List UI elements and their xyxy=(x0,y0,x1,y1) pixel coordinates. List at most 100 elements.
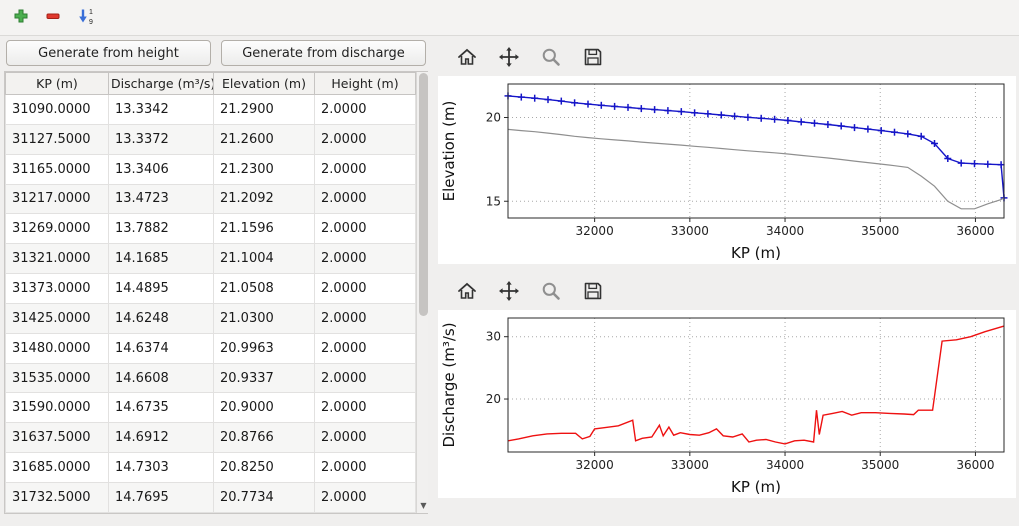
svg-text:33000: 33000 xyxy=(671,224,709,238)
table-row[interactable]: 31637.5000 14.6912 20.8766 2.0000 xyxy=(5,422,416,454)
table-row[interactable]: 31425.0000 14.6248 21.0300 2.0000 xyxy=(5,302,416,334)
table-row[interactable]: 31685.0000 14.7303 20.8250 2.0000 xyxy=(5,452,416,483)
table-row[interactable]: 31535.0000 14.6608 20.9337 2.0000 xyxy=(5,362,416,394)
table-cell[interactable]: 14.6608 xyxy=(108,362,214,394)
table-row[interactable]: 31269.0000 13.7882 21.1596 2.0000 xyxy=(5,213,416,245)
table-cell[interactable]: 31373.0000 xyxy=(5,273,109,304)
home-button[interactable] xyxy=(452,43,482,73)
table-row[interactable]: 31321.0000 14.1685 21.1004 2.0000 xyxy=(5,243,416,275)
table-cell[interactable]: 2.0000 xyxy=(314,392,416,424)
svg-text:Discharge (m³/s): Discharge (m³/s) xyxy=(440,322,458,447)
table-cell[interactable]: 31637.5000 xyxy=(5,422,109,454)
generate-button-row: Generate from height Generate from disch… xyxy=(6,40,426,66)
table-cell[interactable]: 2.0000 xyxy=(314,94,416,125)
column-header-elevation[interactable]: Elevation (m) xyxy=(213,72,315,95)
table-cell[interactable]: 2.0000 xyxy=(314,302,416,334)
table-cell[interactable]: 20.9337 xyxy=(213,362,315,394)
table-cell[interactable]: 20.7734 xyxy=(213,481,315,513)
table-cell[interactable]: 31425.0000 xyxy=(5,302,109,334)
home-button[interactable] xyxy=(452,277,482,307)
table-cell[interactable]: 2.0000 xyxy=(314,153,416,185)
table-cell[interactable]: 2.0000 xyxy=(314,213,416,245)
add-row-button[interactable] xyxy=(8,5,34,31)
table-cell[interactable]: 14.7695 xyxy=(108,481,214,513)
table-cell[interactable]: 21.0508 xyxy=(213,273,315,304)
generate-from-discharge-button[interactable]: Generate from discharge xyxy=(221,40,426,66)
save-button[interactable] xyxy=(578,43,608,73)
table-cell[interactable]: 2.0000 xyxy=(314,183,416,215)
table-row[interactable]: 31373.0000 14.4895 21.0508 2.0000 xyxy=(5,273,416,304)
generate-from-height-button[interactable]: Generate from height xyxy=(6,40,211,66)
save-icon xyxy=(582,280,604,305)
column-header-kp[interactable]: KP (m) xyxy=(5,72,109,95)
table-row[interactable]: 31732.5000 14.7695 20.7734 2.0000 xyxy=(5,481,416,513)
table-cell[interactable]: 2.0000 xyxy=(314,452,416,483)
table-row[interactable]: 31217.0000 13.4723 21.2092 2.0000 xyxy=(5,183,416,215)
save-button[interactable] xyxy=(578,277,608,307)
column-header-height[interactable]: Height (m) xyxy=(314,72,416,95)
table-cell[interactable]: 13.7882 xyxy=(108,213,214,245)
table-cell[interactable]: 14.6248 xyxy=(108,302,214,334)
table-cell[interactable]: 31685.0000 xyxy=(5,452,109,483)
table-cell[interactable]: 14.6374 xyxy=(108,332,214,364)
scrollbar-thumb[interactable] xyxy=(419,73,428,316)
table-cell[interactable]: 31590.0000 xyxy=(5,392,109,424)
table-cell[interactable]: 2.0000 xyxy=(314,422,416,454)
table-cell[interactable]: 20.8766 xyxy=(213,422,315,454)
table-cell[interactable]: 2.0000 xyxy=(314,273,416,304)
table-row[interactable]: 31090.0000 13.3342 21.2900 2.0000 xyxy=(5,94,416,125)
table-cell[interactable]: 21.1004 xyxy=(213,243,315,275)
table-cell[interactable]: 20.9963 xyxy=(213,332,315,364)
table-cell[interactable]: 14.4895 xyxy=(108,273,214,304)
table-cell[interactable]: 31127.5000 xyxy=(5,123,109,155)
table-scrollbar[interactable]: ▼ xyxy=(416,72,428,513)
table-cell[interactable]: 2.0000 xyxy=(314,332,416,364)
table-cell[interactable]: 13.3406 xyxy=(108,153,214,185)
table-cell[interactable]: 13.3342 xyxy=(108,94,214,125)
table-cell[interactable]: 21.2900 xyxy=(213,94,315,125)
table-cell[interactable]: 13.3372 xyxy=(108,123,214,155)
table-cell[interactable]: 20.8250 xyxy=(213,452,315,483)
pan-button[interactable] xyxy=(494,277,524,307)
svg-text:32000: 32000 xyxy=(576,224,614,238)
table-cell[interactable]: 14.7303 xyxy=(108,452,214,483)
table-cell[interactable]: 2.0000 xyxy=(314,123,416,155)
table-cell[interactable]: 31165.0000 xyxy=(5,153,109,185)
table-cell[interactable]: 31321.0000 xyxy=(5,243,109,275)
discharge-chart-toolbar xyxy=(438,274,1017,310)
column-header-discharge[interactable]: Discharge (m³/s) xyxy=(108,72,214,95)
zoom-icon xyxy=(540,46,562,71)
zoom-button[interactable] xyxy=(536,43,566,73)
zoom-button[interactable] xyxy=(536,277,566,307)
table-cell[interactable]: 2.0000 xyxy=(314,481,416,513)
table-cell[interactable]: 21.1596 xyxy=(213,213,315,245)
table-cell[interactable]: 31480.0000 xyxy=(5,332,109,364)
discharge-chart[interactable]: 32000 33000 34000 35000 36000 20 30 KP (m) Disch… xyxy=(438,310,1016,498)
table-cell[interactable]: 21.0300 xyxy=(213,302,315,334)
table-cell[interactable]: 31732.5000 xyxy=(5,481,109,513)
table-cell[interactable]: 20.9000 xyxy=(213,392,315,424)
table-row[interactable]: 31165.0000 13.3406 21.2300 2.0000 xyxy=(5,153,416,185)
pan-button[interactable] xyxy=(494,43,524,73)
kp-data-table: KP (m) Discharge (m³/s) Elevation (m) Heigh… xyxy=(5,72,416,513)
table-cell[interactable]: 14.6735 xyxy=(108,392,214,424)
sort-rows-button[interactable]: 1 9 xyxy=(72,5,98,31)
table-cell[interactable]: 21.2600 xyxy=(213,123,315,155)
table-row[interactable]: 31480.0000 14.6374 20.9963 2.0000 xyxy=(5,332,416,364)
table-cell[interactable]: 14.1685 xyxy=(108,243,214,275)
table-cell[interactable]: 13.4723 xyxy=(108,183,214,215)
table-cell[interactable]: 21.2300 xyxy=(213,153,315,185)
table-cell[interactable]: 21.2092 xyxy=(213,183,315,215)
remove-row-button[interactable] xyxy=(40,5,66,31)
table-cell[interactable]: 31269.0000 xyxy=(5,213,109,245)
table-cell[interactable]: 31217.0000 xyxy=(5,183,109,215)
table-cell[interactable]: 14.6912 xyxy=(108,422,214,454)
table-cell[interactable]: 31090.0000 xyxy=(5,94,109,125)
table-row[interactable]: 31127.5000 13.3372 21.2600 2.0000 xyxy=(5,123,416,155)
table-row[interactable]: 31590.0000 14.6735 20.9000 2.0000 xyxy=(5,392,416,424)
table-cell[interactable]: 2.0000 xyxy=(314,243,416,275)
table-cell[interactable]: 31535.0000 xyxy=(5,362,109,394)
table-cell[interactable]: 2.0000 xyxy=(314,362,416,394)
elevation-chart[interactable]: 32000 33000 34000 35000 36000 15 20 KP (m) Eleva… xyxy=(438,76,1016,264)
scrollbar-down-arrow[interactable]: ▼ xyxy=(417,498,428,513)
